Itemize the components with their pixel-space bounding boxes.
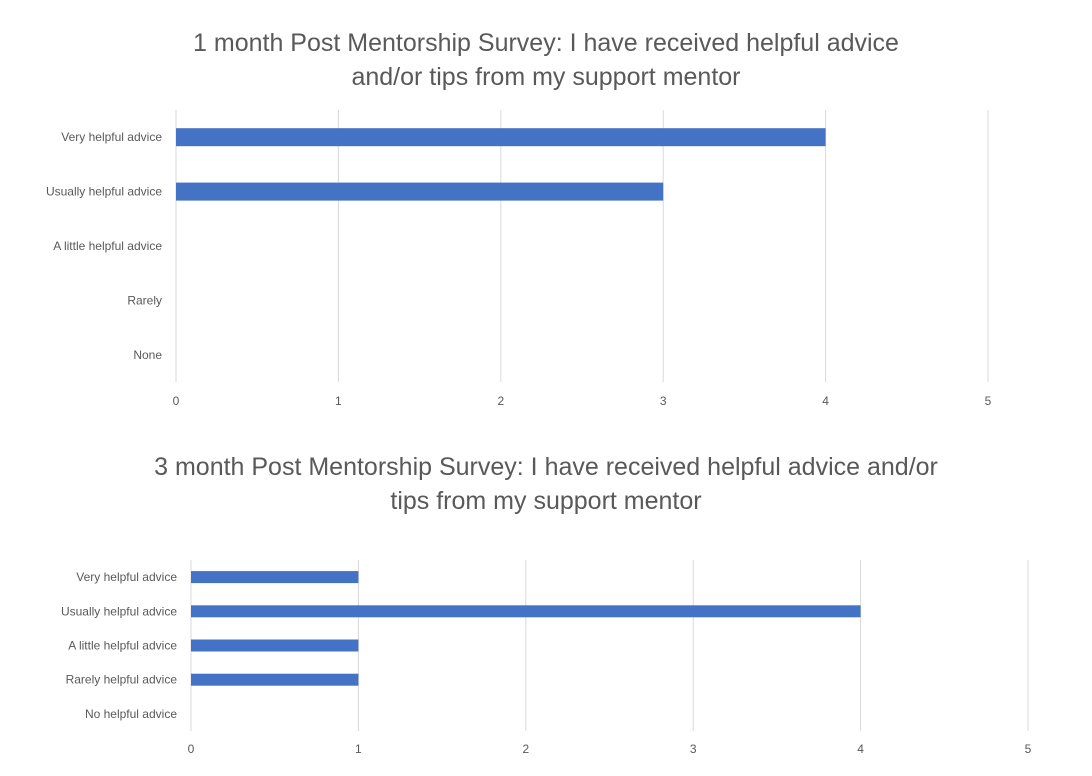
chart-2-x-tick-label: 2: [522, 742, 529, 756]
chart-1-bar: [176, 182, 664, 201]
chart-2-x-tick-label: 3: [690, 742, 697, 756]
chart-2-category-label: Rarely helpful advice: [66, 673, 178, 687]
chart-1-x-tick-label: 3: [660, 394, 667, 408]
chart-1-x-tick-label: 5: [985, 394, 992, 408]
chart-2-bar: [191, 605, 861, 618]
chart-1-plot: 0 1 2 3 4 5 Very helpful advice Usually helpful…: [46, 110, 992, 408]
chart-1-category-label: A little helpful advice: [53, 239, 162, 253]
chart-1-title-line-1: 1 month Post Mentorship Survey: I have r…: [193, 29, 899, 57]
chart-1-category-label: Very helpful advice: [61, 130, 162, 144]
chart-2-category-label: Very helpful advice: [76, 570, 177, 584]
chart-2-bar: [191, 673, 359, 686]
chart-1-title: 1 month Post Mentorship Survey: I have r…: [0, 26, 1092, 94]
chart-2-category-label: No helpful advice: [85, 707, 177, 721]
chart-1-category-label: None: [133, 348, 162, 362]
chart-2-x-tick-label: 1: [355, 742, 362, 756]
chart-2-title: 3 month Post Mentorship Survey: I have r…: [0, 450, 1092, 518]
chart-1-x-tick-label: 1: [335, 394, 342, 408]
chart-2-x-tick-label: 0: [188, 742, 195, 756]
chart-2-bar: [191, 639, 359, 652]
chart-1-category-label: Rarely: [127, 293, 162, 307]
chart-2-title-line-2: tips from my support mentor: [390, 487, 702, 515]
chart-1-x-tick-label: 2: [497, 394, 504, 408]
chart-2-plot: 0 1 2 3 4 5 Very helpful advice Usually helpful…: [61, 560, 1032, 756]
chart-1-bar: [176, 128, 826, 147]
chart-1-x-tick-label: 4: [822, 394, 829, 408]
chart-2-category-label: A little helpful advice: [68, 639, 177, 653]
chart-2-x-tick-label: 5: [1025, 742, 1032, 756]
chart-1-category-label: Usually helpful advice: [46, 185, 162, 199]
chart-2-category-label: Usually helpful advice: [61, 604, 177, 618]
chart-1-x-tick-label: 0: [173, 394, 180, 408]
chart-1-title-line-2: and/or tips from my support mentor: [351, 63, 741, 91]
chart-2-bar: [191, 571, 359, 584]
chart-2-title-line-1: 3 month Post Mentorship Survey: I have r…: [154, 453, 938, 481]
chart-2-x-tick-label: 4: [857, 742, 864, 756]
